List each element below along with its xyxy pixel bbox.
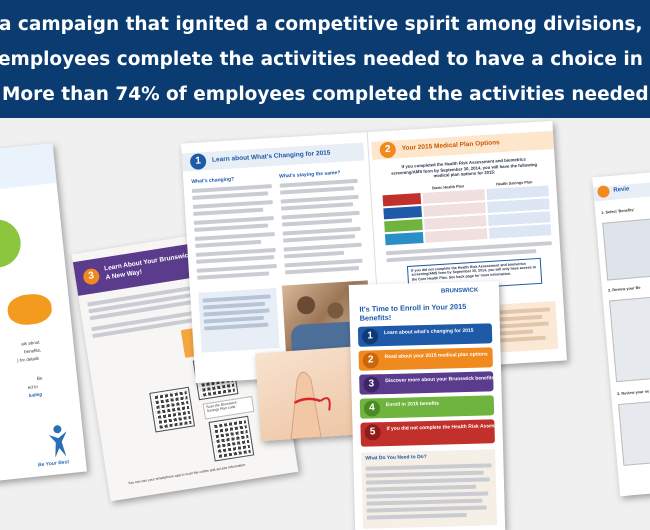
poster-text-4: Be (36, 375, 43, 382)
right-doc: Revie 1. Select 'Benefits' 2. Review you… (592, 169, 650, 497)
qr-code-2 (149, 386, 196, 433)
step-4-number: 4 (363, 400, 381, 417)
banner-line-1: a campaign that ignited a competitive sp… (0, 14, 650, 35)
step-1-number: 1 (361, 328, 379, 345)
step-2: 2 Read about your 2015 medical plan opti… (358, 347, 493, 371)
figure-icon (46, 423, 71, 459)
info-box (198, 288, 280, 353)
reminder-photo (255, 346, 357, 442)
tagline: Be Your Best (37, 459, 70, 469)
brand-logo: BRUNSWICK (440, 287, 479, 295)
qr-caption: Scan the Brunswick Savings Plan code (205, 400, 237, 414)
whats-changing-label: What's changing? (191, 176, 235, 186)
step-1: 1 Learn about what's changing for 2015 (357, 323, 493, 347)
step-3-number: 3 (363, 376, 380, 393)
headline-banner: a campaign that ignited a competitive sp… (0, 0, 650, 118)
step-2-number: 2 (362, 352, 379, 369)
step-5-text: If you did not complete the Health Risk … (386, 422, 506, 433)
step-4: 4 Enroll in 2015 benefits (359, 395, 495, 419)
green-circle (0, 217, 24, 270)
orange-burst (6, 292, 54, 327)
mailer-a-footer: You can use your smartphone app to scan … (127, 462, 246, 486)
step-1-text: Learn about what's changing for 2015 (383, 327, 474, 337)
step-5: 5 If you did not complete the Health Ris… (360, 419, 505, 447)
step-5-number: 5 (364, 424, 381, 441)
step-3: 3 Discover more about your Brunswick ben… (359, 371, 495, 395)
whats-same-label: What's staying the same? (279, 169, 341, 180)
step-4-text: Enroll in 2015 benefits (385, 400, 440, 409)
poster-text-2: benefits, (23, 347, 42, 355)
finger-string-icon (290, 371, 331, 440)
step-2-text: Read about your 2015 medical plan option… (384, 351, 488, 361)
poster-text-5: ed to (27, 384, 39, 391)
qr-code-3 (208, 415, 255, 462)
banner-line-2: employees complete the activities needed… (0, 49, 650, 70)
mailer-c: BRUNSWICK It's Time to Enroll in Your 20… (348, 281, 506, 530)
right-doc-item-2: 2. Review your Be (607, 285, 641, 293)
mailer-c-title: It's Time to Enroll in Your 2015 Benefit… (359, 301, 467, 323)
right-doc-item-3: 3. Review your ne (617, 389, 650, 397)
right-doc-item-1: 1. Select 'Benefits' (601, 207, 635, 215)
plan-table (382, 185, 552, 246)
poster-text-1: als about (21, 339, 40, 347)
step-3-text: Discover more about your Brunswick benef… (385, 375, 495, 385)
completed-text: If you completed the Health Risk Assessm… (390, 156, 538, 179)
poster-text-3: ) for details (16, 355, 40, 364)
what-to-do-box: What Do You Need to Do? (361, 449, 498, 529)
left-poster: als about benefits, ) for details Be ed … (0, 143, 87, 483)
col-a-header: Basic Health Plan (432, 184, 465, 191)
banner-line-3: More than 74% of employees completed the… (2, 84, 650, 105)
what-to-do-title: What Do You Need to Do? (365, 454, 427, 462)
notice-text: If you did not complete the Health Risk … (411, 261, 537, 282)
collateral-photo: als about benefits, ) for details Be ed … (0, 118, 650, 530)
poster-text-6: luding (28, 391, 43, 399)
